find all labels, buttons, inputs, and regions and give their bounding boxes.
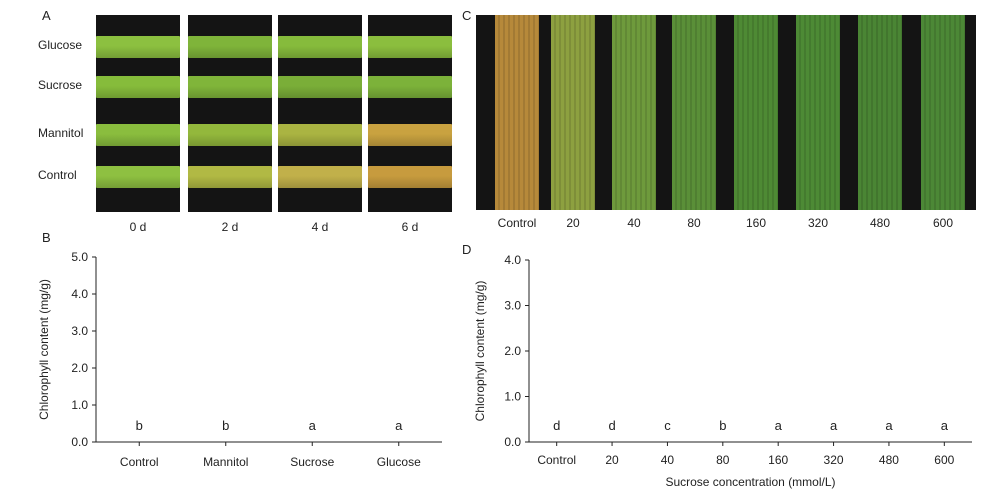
leaf-photo-6d: [368, 15, 452, 212]
leaf-photo-2d: [188, 15, 272, 212]
leaf-strip: [368, 124, 452, 146]
leaf-photo-4d: [278, 15, 362, 212]
leaf-strip: [278, 36, 362, 58]
leaf-strip: [188, 36, 272, 58]
significance-letter: b: [719, 418, 726, 433]
leaf-320: [796, 15, 840, 210]
chart-d: 0.0 1.0 2.0 3.0 4.0 Control d 20 d 40 c 80 b 160 a 320 a…: [473, 253, 972, 489]
leaf-480: [858, 15, 902, 210]
leaf-600: [921, 15, 965, 210]
y-axis-label: Chlorophyll content (mg/g): [37, 279, 51, 420]
category-label: Control: [120, 455, 159, 469]
y-tick-label: 2.0: [71, 361, 88, 375]
leaf-strip: [278, 124, 362, 146]
significance-letter: a: [830, 418, 838, 433]
day-label: 4 d: [311, 220, 329, 234]
y-tick-label: 3.0: [71, 324, 88, 338]
leaf-strip: [278, 166, 362, 188]
significance-letter: c: [664, 418, 671, 433]
leaf-strip: [278, 76, 362, 98]
day-label: 0 d: [129, 220, 147, 234]
category-label: 40: [661, 453, 675, 467]
significance-letter: a: [775, 418, 783, 433]
leaf-strip: [96, 36, 180, 58]
leaf-160: [734, 15, 778, 210]
y-tick-label: 0.0: [504, 435, 521, 449]
category-label: 600: [934, 453, 954, 467]
category-label: 320: [824, 453, 844, 467]
concentration-label: 480: [869, 216, 891, 230]
significance-letter: b: [222, 418, 229, 433]
category-label: 160: [768, 453, 788, 467]
leaf-80: [672, 15, 716, 210]
x-axis-label: Sucrose concentration (mmol/L): [665, 475, 835, 489]
leaf-strip: [188, 76, 272, 98]
category-label: 20: [605, 453, 619, 467]
leaf-photo-concentrations: [476, 15, 976, 210]
category-label: Glucose: [377, 455, 421, 469]
panel-a-letter: A: [42, 8, 51, 23]
leaf-strip: [368, 166, 452, 188]
concentration-label: 600: [932, 216, 954, 230]
row-label-sucrose: Sucrose: [38, 78, 83, 92]
concentration-label: Control: [497, 216, 537, 230]
leaf-strip: [96, 166, 180, 188]
leaf-strip: [368, 36, 452, 58]
category-label: Sucrose: [290, 455, 334, 469]
leaf-photo-0d: [96, 15, 180, 212]
concentration-label: 320: [807, 216, 829, 230]
significance-letter: b: [136, 418, 143, 433]
panel-c-letter: C: [462, 8, 472, 23]
leaf-strip: [96, 76, 180, 98]
leaf-strip: [188, 166, 272, 188]
significance-letter: a: [885, 418, 893, 433]
y-tick-label: 2.0: [504, 344, 521, 358]
category-label: Mannitol: [203, 455, 248, 469]
concentration-label: 40: [627, 216, 641, 230]
y-tick-label: 4.0: [504, 253, 521, 267]
y-tick-label: 1.0: [71, 398, 88, 412]
leaf-strip: [96, 124, 180, 146]
significance-letter: a: [309, 418, 317, 433]
row-label-control: Control: [38, 168, 77, 182]
concentration-label: 80: [687, 216, 701, 230]
leaf-20: [551, 15, 595, 210]
significance-letter: d: [553, 418, 560, 433]
category-label: 80: [716, 453, 730, 467]
y-tick-label: 1.0: [504, 390, 521, 404]
row-label-glucose: Glucose: [38, 38, 83, 52]
day-label: 2 d: [221, 220, 239, 234]
y-axis-label: Chlorophyll content (mg/g): [473, 281, 487, 422]
chart-b: 0.0 1.0 2.0 3.0 4.0 5.0 Control b Mannitol b Sucro…: [37, 250, 442, 469]
concentration-label: 20: [566, 216, 580, 230]
significance-letter: d: [608, 418, 615, 433]
leaf-40: [612, 15, 656, 210]
leaf-strip: [368, 76, 452, 98]
concentration-label: 160: [745, 216, 767, 230]
category-label: 480: [879, 453, 899, 467]
leaf-control: [495, 15, 539, 210]
significance-letter: a: [395, 418, 403, 433]
y-tick-label: 5.0: [71, 250, 88, 264]
day-label: 6 d: [401, 220, 419, 234]
leaf-strip: [188, 124, 272, 146]
significance-letter: a: [941, 418, 949, 433]
panel-d-letter: D: [462, 242, 472, 257]
panel-b-letter: B: [42, 230, 51, 245]
category-label: Control: [537, 453, 576, 467]
y-tick-label: 3.0: [504, 299, 521, 313]
y-tick-label: 4.0: [71, 287, 88, 301]
y-tick-label: 0.0: [71, 435, 88, 449]
row-label-mannitol: Mannitol: [38, 126, 84, 140]
